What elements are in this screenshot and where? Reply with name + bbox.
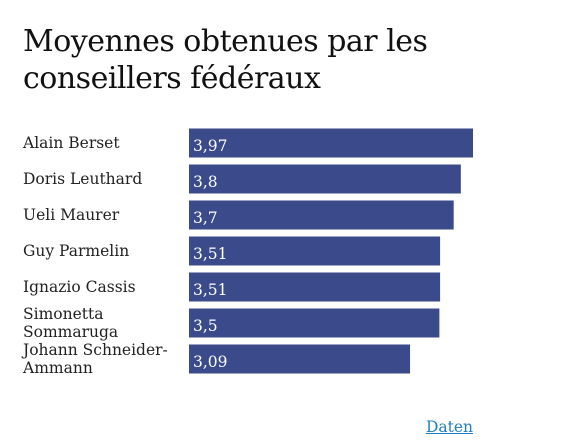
bar bbox=[189, 128, 473, 158]
bar bbox=[189, 200, 454, 230]
category-label: Alain Berset bbox=[22, 134, 120, 152]
category-label: Ignazio Cassis bbox=[23, 278, 136, 296]
bar bbox=[189, 164, 461, 194]
chart-title: Moyennes obtenues par les conseillers fé… bbox=[23, 24, 428, 96]
bar-value-label: 3,09 bbox=[193, 353, 228, 371]
category-label: Guy Parmelin bbox=[23, 242, 129, 260]
bar bbox=[189, 308, 440, 338]
data-link[interactable]: Daten bbox=[425, 418, 473, 436]
bar bbox=[189, 344, 411, 374]
bar-value-label: 3,7 bbox=[193, 209, 218, 227]
category-label: Johann Schneider-Ammann bbox=[21, 341, 168, 377]
category-label: Simonetta Sommaruga bbox=[23, 305, 118, 341]
bar-value-label: 3,97 bbox=[193, 137, 228, 155]
category-label: Ueli Maurer bbox=[23, 206, 120, 224]
bar bbox=[189, 236, 441, 266]
bar-value-label: 3,51 bbox=[193, 245, 228, 263]
bar-value-label: 3,8 bbox=[193, 173, 218, 191]
bar-value-label: 3,51 bbox=[193, 281, 228, 299]
category-label: Doris Leuthard bbox=[23, 170, 142, 188]
bar-value-label: 3,5 bbox=[193, 317, 218, 335]
bar bbox=[189, 272, 441, 302]
